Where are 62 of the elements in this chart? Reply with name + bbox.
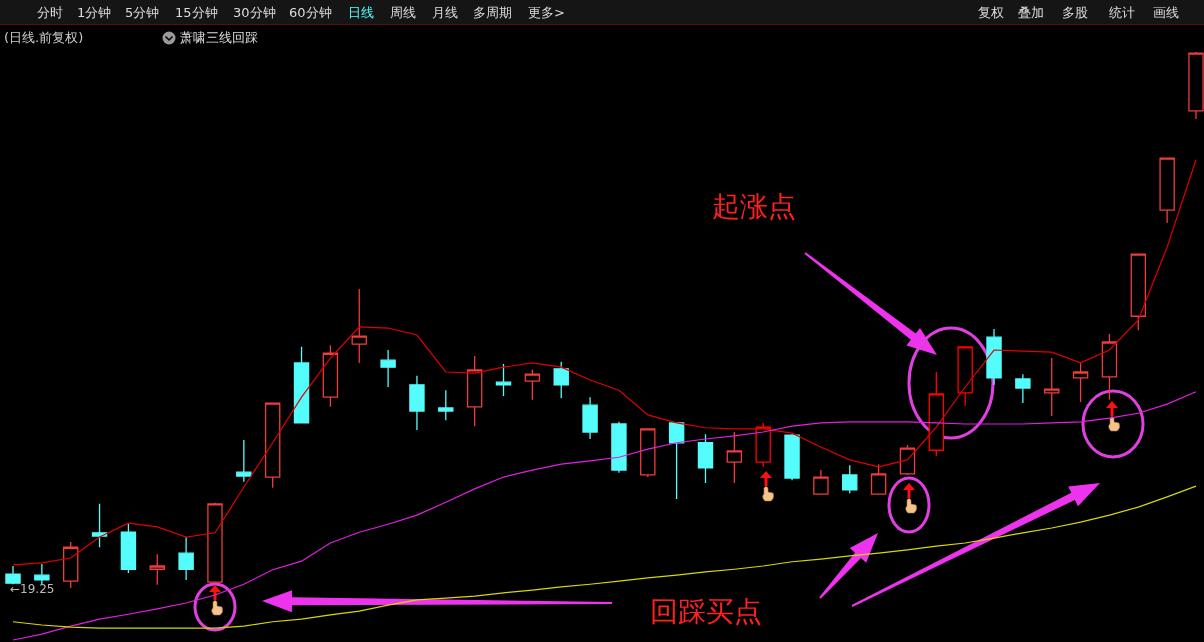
candlestick xyxy=(34,563,50,586)
candlestick xyxy=(842,464,858,494)
candlestick xyxy=(1044,357,1060,417)
candlestick xyxy=(813,469,829,495)
candlestick xyxy=(438,389,454,421)
candlestick xyxy=(207,502,223,584)
candlestick xyxy=(755,422,771,468)
candlestick xyxy=(5,565,21,585)
text: 复权 xyxy=(978,4,1004,20)
candlestick xyxy=(697,433,714,484)
candlestick xyxy=(524,369,541,401)
text: 画线 xyxy=(1153,4,1179,20)
text: 日线 xyxy=(348,4,374,20)
text: 1分钟 xyxy=(77,4,112,20)
candlestick xyxy=(293,346,310,424)
candlestick xyxy=(149,553,165,586)
candlestick xyxy=(236,439,252,483)
text: 月线 xyxy=(432,4,458,20)
annotation: 起涨点 xyxy=(712,189,796,223)
candlestick xyxy=(466,355,483,427)
candlestick xyxy=(957,346,973,407)
text: 多周期 xyxy=(473,4,512,20)
candlestick xyxy=(1072,362,1089,403)
candlestick xyxy=(409,375,425,431)
annotation: ←19.25 xyxy=(10,582,55,597)
text: 统计 xyxy=(1109,4,1135,20)
candlestick xyxy=(1130,253,1147,331)
text: (日线.前复权) xyxy=(4,29,84,45)
candlestick xyxy=(1101,333,1118,401)
candlestick xyxy=(322,344,339,408)
candlestick xyxy=(380,349,396,388)
text: 萧啸三线回踩 xyxy=(180,29,258,45)
candlestick xyxy=(784,433,800,481)
candlestick xyxy=(640,428,656,478)
text: 60分钟 xyxy=(289,4,332,20)
candlestick xyxy=(351,288,367,364)
text: 叠加 xyxy=(1018,4,1044,20)
candlestick xyxy=(1159,157,1175,224)
candlestick xyxy=(611,421,627,474)
candlestick xyxy=(1188,51,1204,120)
candlestick xyxy=(928,371,945,457)
text: 更多> xyxy=(528,4,565,20)
candlestick xyxy=(582,396,598,440)
text: 周线 xyxy=(390,4,416,20)
candlestick xyxy=(1015,373,1031,404)
candlestick xyxy=(553,361,569,399)
text: 5分钟 xyxy=(125,4,160,20)
candlestick xyxy=(62,541,79,589)
candlestick xyxy=(91,503,108,548)
candlestick xyxy=(986,328,1002,386)
text: 多股 xyxy=(1062,4,1088,20)
candlestick xyxy=(726,431,743,484)
candlestick xyxy=(178,536,194,581)
candlestick xyxy=(264,402,281,489)
candlestick xyxy=(668,422,685,500)
candlestick xyxy=(120,522,137,574)
candlestick xyxy=(870,463,887,495)
text: 分时 xyxy=(37,4,63,20)
text: 30分钟 xyxy=(233,4,276,20)
text: 15分钟 xyxy=(175,4,218,20)
candlestick xyxy=(495,363,512,397)
text: 回踩买点 xyxy=(650,594,762,628)
